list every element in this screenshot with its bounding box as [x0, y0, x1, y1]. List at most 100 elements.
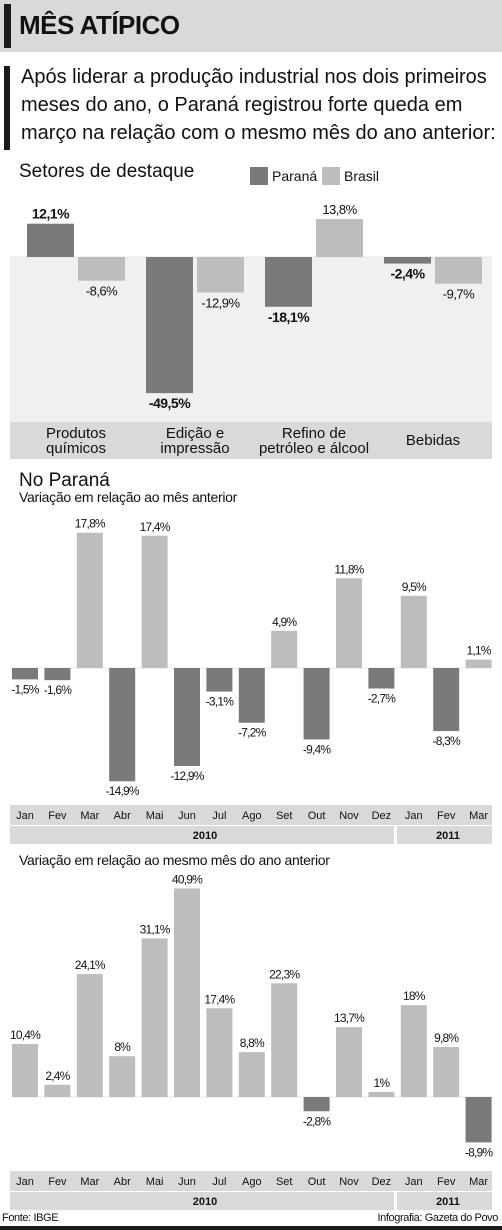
- bar: [206, 1008, 233, 1097]
- data-label: -2,7%: [368, 692, 396, 706]
- data-label: 11,8%: [334, 562, 364, 576]
- data-label: 9,5%: [402, 580, 427, 594]
- monthly-chart-subtitle: Variação em relação ao mês anterior: [19, 489, 238, 505]
- bar: [368, 1091, 395, 1097]
- legend-swatch-parana: [250, 167, 268, 185]
- bar: [271, 630, 298, 668]
- bar: [400, 1005, 427, 1097]
- month-label: Abr: [114, 810, 131, 822]
- category-label: petróleo e álcool: [259, 440, 369, 457]
- month-label: Set: [276, 810, 293, 822]
- year-band-2010: [10, 826, 394, 844]
- month-label: Jun: [178, 1176, 196, 1188]
- bar: [368, 668, 395, 689]
- month-label: Jul: [212, 810, 226, 822]
- legend-item-parana: Paraná: [250, 167, 317, 185]
- bar: [76, 532, 103, 668]
- month-label: Dez: [372, 810, 392, 822]
- year-label: 2011: [436, 830, 460, 842]
- legend-label-brasil: Brasil: [344, 168, 380, 184]
- category-label: Bebidas: [406, 432, 460, 449]
- data-label: 17,4%: [140, 520, 171, 534]
- month-band: [10, 805, 492, 825]
- data-label: 12,1%: [32, 206, 70, 222]
- intro-text: Após liderar a produção industrial nos d…: [21, 63, 497, 147]
- data-label: 13,7%: [334, 1011, 365, 1025]
- month-label: Fev: [437, 1176, 456, 1188]
- data-label: 1,1%: [467, 644, 492, 658]
- bar-brasil: [197, 257, 244, 293]
- intro-accent-bar: [4, 66, 10, 150]
- bar: [271, 983, 298, 1097]
- month-label: Fev: [48, 1176, 67, 1188]
- month-label: Jun: [178, 810, 196, 822]
- data-label: -1,6%: [44, 683, 72, 697]
- data-label: 8,8%: [240, 1036, 265, 1050]
- year-band-2011: [397, 1192, 492, 1210]
- bar: [141, 535, 168, 668]
- source-note: Fonte: IBGE: [2, 1212, 59, 1224]
- bar: [303, 668, 330, 740]
- bar: [433, 1047, 460, 1097]
- category-label: Edição e: [166, 425, 224, 442]
- bar: [12, 668, 38, 680]
- parana-chart-title: No Paraná: [19, 470, 110, 491]
- data-label: -9,4%: [303, 742, 331, 756]
- year-band-2011: [397, 826, 492, 844]
- bar: [76, 974, 103, 1097]
- month-label: Nov: [339, 810, 359, 822]
- data-label: 40,9%: [172, 872, 203, 886]
- year-band-2010: [10, 1192, 394, 1210]
- month-label: Jan: [16, 810, 34, 822]
- data-label: 18%: [403, 989, 426, 1003]
- data-label: -1,5%: [11, 682, 39, 696]
- data-label: -49,5%: [149, 395, 191, 411]
- month-label: Mai: [146, 810, 164, 822]
- month-label: Jan: [405, 1176, 423, 1188]
- data-label: 9,8%: [434, 1031, 459, 1045]
- year-label: 2011: [436, 1196, 460, 1208]
- month-label: Jan: [405, 810, 423, 822]
- bar: [206, 668, 233, 692]
- bar: [141, 938, 168, 1097]
- month-label: Mar: [469, 810, 488, 822]
- bar-parana: [146, 257, 193, 394]
- data-label: -18,1%: [268, 309, 310, 325]
- category-label: químicos: [46, 440, 106, 457]
- bar: [336, 578, 362, 668]
- bar: [109, 668, 136, 782]
- month-band: [10, 1171, 492, 1191]
- category-label: Refino de: [282, 425, 346, 442]
- intro-line: meses do ano, o Paraná registrou forte q…: [21, 94, 463, 116]
- data-label: 1%: [374, 1076, 391, 1090]
- bottom-rule: [0, 1226, 502, 1230]
- bar-brasil: [435, 257, 482, 284]
- month-label: Mai: [146, 1176, 164, 1188]
- data-label: 17,4%: [204, 992, 235, 1006]
- data-label: -9,7%: [443, 287, 475, 302]
- data-label: -8,3%: [433, 734, 461, 748]
- month-label: Abr: [114, 1176, 131, 1188]
- annual-chart-subtitle: Variação em relação ao mesmo mês do ano …: [19, 852, 330, 868]
- data-label: -12,9%: [201, 295, 240, 310]
- month-label: Jan: [16, 1176, 34, 1188]
- month-label: Dez: [372, 1176, 392, 1188]
- legend-swatch-brasil: [322, 167, 340, 185]
- month-label: Mar: [80, 1176, 99, 1188]
- category-band: [10, 422, 492, 459]
- data-label: 13,8%: [322, 202, 357, 217]
- data-label: 31,1%: [140, 922, 171, 936]
- month-label: Mar: [80, 810, 99, 822]
- bar: [336, 1027, 362, 1097]
- bar: [44, 668, 71, 681]
- data-label: 2,4%: [45, 1069, 70, 1083]
- bar: [238, 1052, 265, 1097]
- data-label: -8,6%: [86, 284, 118, 299]
- year-label: 2010: [193, 1196, 217, 1208]
- page-title: MÊS ATÍPICO: [19, 10, 180, 40]
- bar: [238, 668, 265, 723]
- data-label: 22,3%: [269, 967, 300, 981]
- data-label: -2,4%: [390, 266, 425, 282]
